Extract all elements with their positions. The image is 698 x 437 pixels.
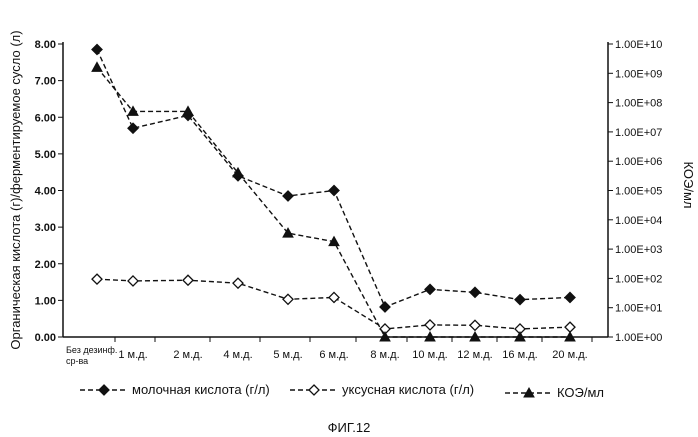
legend-label: молочная кислота (г/л) [132,382,270,397]
data-point [380,302,390,312]
figure-caption: ФИГ.12 [328,420,371,435]
right-tick-label: 1.00E+06 [615,156,662,168]
x-tick-label: 8 м.д. [370,349,399,361]
legend: молочная кислота (г/л) уксусная кислота (… [80,382,604,400]
x-tick-label: Без дезинф.ср-ва [66,345,117,366]
x-tick-label-line: Без дезинф. [66,345,117,355]
data-point [329,186,339,196]
left-tick-label: 4.00 [35,186,56,198]
x-tick-label: 12 м.д. [457,349,492,361]
data-point [283,191,293,201]
right-tick-label: 1.00E+07 [615,127,662,139]
legend-marker [309,385,319,395]
data-point [425,320,435,330]
legend-item: уксусная кислота (г/л) [290,382,474,397]
series-line [97,49,570,306]
right-tick-label: 1.00E+01 [615,303,662,315]
data-point [515,295,525,305]
x-tick-label: 20 м.д. [552,349,587,361]
data-point [565,292,575,302]
left-tick-label: 8.00 [35,39,56,51]
data-point [92,274,102,284]
series-1 [92,274,575,334]
data-point [425,284,435,294]
series-line [97,279,570,329]
legend-label: уксусная кислота (г/л) [342,382,474,397]
data-point [470,320,480,330]
left-axis-ticks: 0.00 1.00 2.00 3.00 4.00 5.00 6.00 7.00 8.00 [35,39,63,344]
right-tick-label: 1.00E+03 [615,244,662,256]
x-tick-label: 6 м.д. [319,349,348,361]
series-layer [92,44,575,341]
legend-item: молочная кислота (г/л) [80,382,270,397]
data-point [233,278,243,288]
left-tick-label: 0.00 [35,332,56,344]
right-tick-label: 1.00E+02 [615,273,662,285]
data-point [92,44,102,54]
data-point [128,276,138,286]
legend-item: КОЭ/мл [505,385,604,400]
series-0 [92,44,575,311]
left-tick-label: 5.00 [35,149,56,161]
left-tick-label: 2.00 [35,259,56,271]
right-tick-label: 1.00E+04 [615,215,662,227]
left-tick-label: 3.00 [35,222,56,234]
x-tick-label: 1 м.д. [118,349,147,361]
right-tick-label: 1.00E+00 [615,332,662,344]
data-point [329,292,339,302]
x-tick-label-line: ср-ва [66,356,88,366]
x-tick-label: 16 м.д. [502,349,537,361]
right-tick-label: 1.00E+10 [615,39,662,51]
right-tick-label: 1.00E+05 [615,186,662,198]
y2-axis-label: КОЭ/мл [681,161,696,208]
y-axis-label: Органическая кислота (г)/ферментируемое … [8,30,23,349]
legend-marker [99,385,109,395]
x-tick-label: 10 м.д. [412,349,447,361]
right-tick-label: 1.00E+09 [615,68,662,80]
left-tick-label: 6.00 [35,112,56,124]
data-point [128,123,138,133]
x-tick-label: 4 м.д. [223,349,252,361]
left-tick-label: 1.00 [35,295,56,307]
legend-label: КОЭ/мл [557,385,604,400]
right-axis-ticks: 1.00E+00 1.00E+01 1.00E+02 1.00E+03 1.00E+04… [608,39,662,344]
left-tick-label: 7.00 [35,76,56,88]
right-tick-label: 1.00E+08 [615,98,662,110]
x-axis-ticks: Без дезинф.ср-ва1 м.д.2 м.д.4 м.д.5 м.д.… [66,337,592,366]
data-point [183,275,193,285]
data-point [92,62,102,71]
data-point [565,322,575,332]
x-tick-label: 5 м.д. [273,349,302,361]
data-point [283,294,293,304]
x-tick-label: 2 м.д. [173,349,202,361]
data-point [470,287,480,297]
